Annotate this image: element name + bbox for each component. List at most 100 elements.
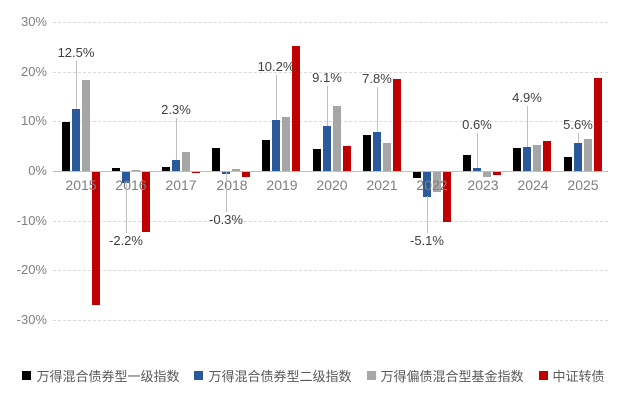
- bar-series-3-2024: [543, 141, 552, 171]
- data-label-leader-line: [75, 61, 77, 109]
- data-label: 7.8%: [362, 71, 392, 86]
- bar-series-2-2017: [181, 151, 190, 171]
- x-axis-line: [53, 171, 608, 172]
- legend-item-0: 万得混合债券型一级指数: [22, 366, 179, 385]
- y-axis-tick-label: 30%: [20, 14, 47, 29]
- bar-series-1-2023: [473, 168, 482, 171]
- data-label-leader-line: [276, 75, 278, 120]
- bar-series-1-2021: [372, 132, 381, 171]
- bar-series-1-2016: [121, 172, 130, 183]
- gridline: [53, 270, 608, 271]
- bar-series-3-2020: [342, 146, 351, 171]
- data-label: 5.6%: [563, 117, 593, 132]
- data-label: -5.1%: [410, 233, 444, 248]
- data-label-leader-line: [125, 182, 127, 233]
- gridline: [53, 72, 608, 73]
- bar-series-2-2023: [483, 172, 492, 177]
- y-axis-tick-label: 0%: [28, 163, 47, 178]
- y-axis-tick-label: -10%: [16, 213, 47, 228]
- bar-series-3-2023: [493, 172, 502, 175]
- x-axis-label: 2024: [517, 177, 549, 193]
- legend-swatch-icon: [366, 371, 376, 380]
- bar-series-3-2017: [191, 172, 200, 173]
- y-axis-tick-label: 10%: [20, 113, 47, 128]
- bar-series-2-2019: [282, 116, 291, 171]
- data-label: 9.1%: [312, 70, 342, 85]
- bar-series-3-2021: [392, 79, 401, 171]
- bar-series-3-2025: [593, 77, 602, 171]
- bar-series-2-2016: [131, 169, 140, 171]
- x-axis-label: 2023: [467, 177, 499, 193]
- y-axis-tick-label: -20%: [16, 262, 47, 277]
- bar-series-1-2019: [272, 120, 281, 171]
- x-axis-label: 2020: [316, 177, 348, 193]
- data-label-leader-line: [527, 106, 529, 147]
- data-label: 10.2%: [257, 59, 295, 74]
- data-label: 0.6%: [462, 117, 492, 132]
- bar-series-1-2020: [322, 125, 331, 171]
- x-axis-label: 2025: [567, 177, 599, 193]
- x-axis-label: 2016: [115, 177, 147, 193]
- legend-label: 中证转债: [552, 369, 605, 384]
- data-label: 4.9%: [512, 90, 542, 105]
- bar-series-3-2016: [141, 172, 150, 232]
- bar-series-1-2025: [573, 143, 582, 171]
- bar-series-3-2015: [91, 172, 100, 306]
- bar-series-2-2018: [232, 169, 241, 171]
- bar-series-0-2016: [111, 167, 120, 171]
- legend-swatch-icon: [194, 371, 204, 380]
- x-axis-label: 2015: [65, 177, 97, 193]
- bar-series-0-2015: [61, 122, 70, 171]
- gridline: [53, 121, 608, 122]
- bar-series-1-2022: [422, 172, 431, 198]
- legend-item-2: 万得偏债混合型基金指数: [366, 366, 524, 385]
- data-label-leader-line: [477, 133, 479, 168]
- data-label-leader-line: [226, 172, 228, 212]
- bar-series-0-2020: [312, 149, 321, 171]
- bar-series-1-2015: [71, 108, 80, 171]
- x-axis-label: 2017: [165, 177, 197, 193]
- bar-series-3-2018: [242, 172, 251, 177]
- y-axis-tick-label: -30%: [16, 312, 47, 327]
- bar-series-0-2022: [412, 172, 421, 178]
- bar-series-0-2024: [513, 148, 522, 171]
- bar-series-3-2022: [442, 172, 451, 222]
- data-label: -2.2%: [109, 233, 143, 248]
- bar-series-0-2023: [463, 154, 472, 171]
- legend-label: 万得混合债券型一级指数: [36, 369, 180, 384]
- gridline: [53, 22, 608, 23]
- legend-label: 万得混合债券型二级指数: [208, 369, 352, 384]
- data-label-leader-line: [376, 87, 378, 132]
- bar-series-2-2024: [533, 144, 542, 171]
- bar-series-2-2022: [432, 172, 441, 192]
- x-axis-label: 2019: [266, 177, 298, 193]
- bar-series-3-2019: [292, 45, 301, 171]
- gridline: [53, 221, 608, 222]
- legend-item-1: 万得混合债券型二级指数: [194, 366, 352, 385]
- y-axis-tick-label: 20%: [20, 64, 47, 79]
- gridline: [53, 320, 608, 321]
- data-label-leader-line: [326, 86, 328, 126]
- data-label: -0.3%: [209, 212, 243, 227]
- bar-series-1-2017: [171, 159, 180, 171]
- bar-series-2-2025: [583, 139, 592, 171]
- legend-item-3: 中证转债: [538, 366, 605, 385]
- bar-series-0-2018: [212, 148, 221, 171]
- data-label-leader-line: [426, 196, 428, 233]
- legend: 万得混合债券型一级指数 万得混合债券型二级指数 万得偏债混合型基金指数 中证转债: [0, 366, 627, 385]
- bar-series-0-2021: [362, 135, 371, 171]
- bar-series-0-2025: [563, 157, 572, 171]
- data-label: 2.3%: [161, 102, 191, 117]
- bar-series-2-2020: [332, 105, 341, 171]
- bar-series-2-2015: [81, 79, 90, 171]
- x-axis-label: 2018: [216, 177, 248, 193]
- legend-label: 万得偏债混合型基金指数: [380, 369, 524, 384]
- bar-series-2-2021: [382, 143, 391, 171]
- x-axis-label: 2021: [366, 177, 398, 193]
- legend-swatch-icon: [22, 371, 32, 380]
- data-label-leader-line: [175, 118, 177, 160]
- data-label-leader-line: [577, 133, 579, 143]
- legend-swatch-icon: [538, 371, 548, 380]
- data-label: 12.5%: [57, 45, 95, 60]
